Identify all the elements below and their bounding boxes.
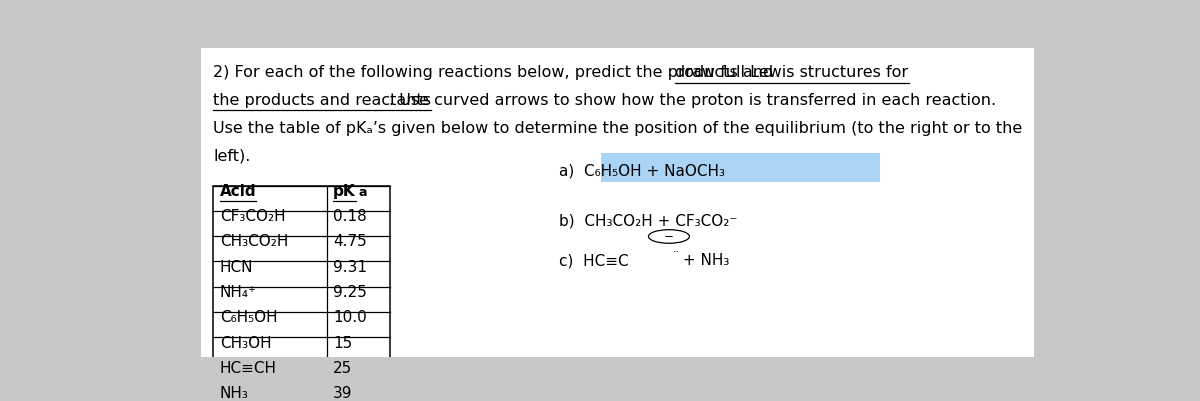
Text: 0.18: 0.18 [334, 209, 367, 224]
Text: draw full Lewis structures for: draw full Lewis structures for [676, 65, 908, 80]
Text: a)  C₆H₅OH + NaOCH₃: a) C₆H₅OH + NaOCH₃ [559, 164, 725, 179]
Text: Use the table of pKₐ’s given below to determine the position of the equilibrium : Use the table of pKₐ’s given below to de… [214, 121, 1022, 136]
Bar [202, 48, 1033, 357]
Text: 10.0: 10.0 [334, 310, 367, 325]
Text: 25: 25 [334, 361, 353, 376]
Text: 39: 39 [334, 386, 353, 401]
Text: the products and reactants: the products and reactants [214, 93, 431, 108]
Text: NH₄⁺: NH₄⁺ [220, 285, 257, 300]
Text: 9.25: 9.25 [334, 285, 367, 300]
Text: 9.31: 9.31 [334, 259, 367, 275]
Text: . Use curved arrows to show how the proton is transferred in each reaction.: . Use curved arrows to show how the prot… [389, 93, 996, 108]
Bar [601, 153, 880, 182]
Text: NH₃: NH₃ [220, 386, 248, 401]
Text: ··: ·· [673, 247, 680, 257]
Text: 4.75: 4.75 [334, 234, 367, 249]
Text: HC≡CH: HC≡CH [220, 361, 277, 376]
Bar [214, 186, 390, 401]
Text: left).: left). [214, 148, 251, 164]
Text: Acid: Acid [220, 184, 257, 198]
Text: 15: 15 [334, 336, 353, 350]
Text: CH₃OH: CH₃OH [220, 336, 271, 350]
Text: −: − [664, 230, 674, 243]
Text: 2) For each of the following reactions below, predict the products and: 2) For each of the following reactions b… [214, 65, 779, 80]
Text: CH₃CO₂H: CH₃CO₂H [220, 234, 288, 249]
Text: pK: pK [334, 184, 356, 198]
Text: b)  CH₃CO₂H + CF₃CO₂⁻: b) CH₃CO₂H + CF₃CO₂⁻ [559, 213, 738, 228]
Text: CF₃CO₂H: CF₃CO₂H [220, 209, 286, 224]
Text: + NH₃: + NH₃ [678, 253, 730, 268]
Text: c)  HC≡C: c) HC≡C [559, 253, 629, 268]
Text: C₆H₅OH: C₆H₅OH [220, 310, 277, 325]
Text: a: a [359, 186, 367, 199]
Text: HCN: HCN [220, 259, 253, 275]
